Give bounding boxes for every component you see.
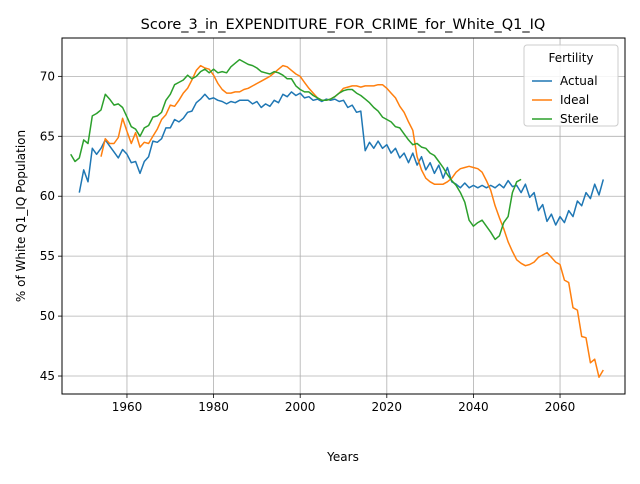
- legend-label-sterile: Sterile: [560, 112, 599, 126]
- x-tick-label: 2020: [372, 400, 403, 414]
- legend-title: Fertility: [548, 51, 593, 65]
- chart-title: Score_3_in_EXPENDITURE_FOR_CRIME_for_Whi…: [141, 17, 546, 33]
- y-tick-label: 65: [40, 129, 55, 143]
- y-tick-label: 45: [40, 369, 55, 383]
- series-line-sterile: [70, 58, 522, 241]
- x-axis: 1960 1980 2000 2020 2040 2060: [112, 394, 576, 414]
- y-tick-label: 55: [40, 249, 55, 263]
- x-axis-label: Years: [326, 450, 359, 464]
- x-tick-label: 2040: [458, 400, 489, 414]
- y-tick-label: 60: [40, 189, 55, 203]
- x-tick-label: 1960: [112, 400, 143, 414]
- y-axis: 45 50 55 60 65 70: [40, 69, 62, 383]
- x-tick-label: 2060: [545, 400, 576, 414]
- legend-label-actual: Actual: [560, 74, 598, 88]
- legend-label-ideal: Ideal: [560, 93, 589, 107]
- legend: Fertility Actual Ideal Sterile: [523, 44, 619, 127]
- series-lines: [70, 58, 605, 378]
- series-line-ideal: [100, 64, 604, 378]
- x-tick-label: 1980: [198, 400, 229, 414]
- legend-box: [523, 44, 619, 127]
- y-tick-label: 70: [40, 69, 55, 83]
- x-tick-label: 2000: [285, 400, 316, 414]
- y-axis-label: % of White Q1_IQ Population: [14, 130, 28, 302]
- y-tick-label: 50: [40, 309, 55, 323]
- plot-frame: [61, 37, 626, 395]
